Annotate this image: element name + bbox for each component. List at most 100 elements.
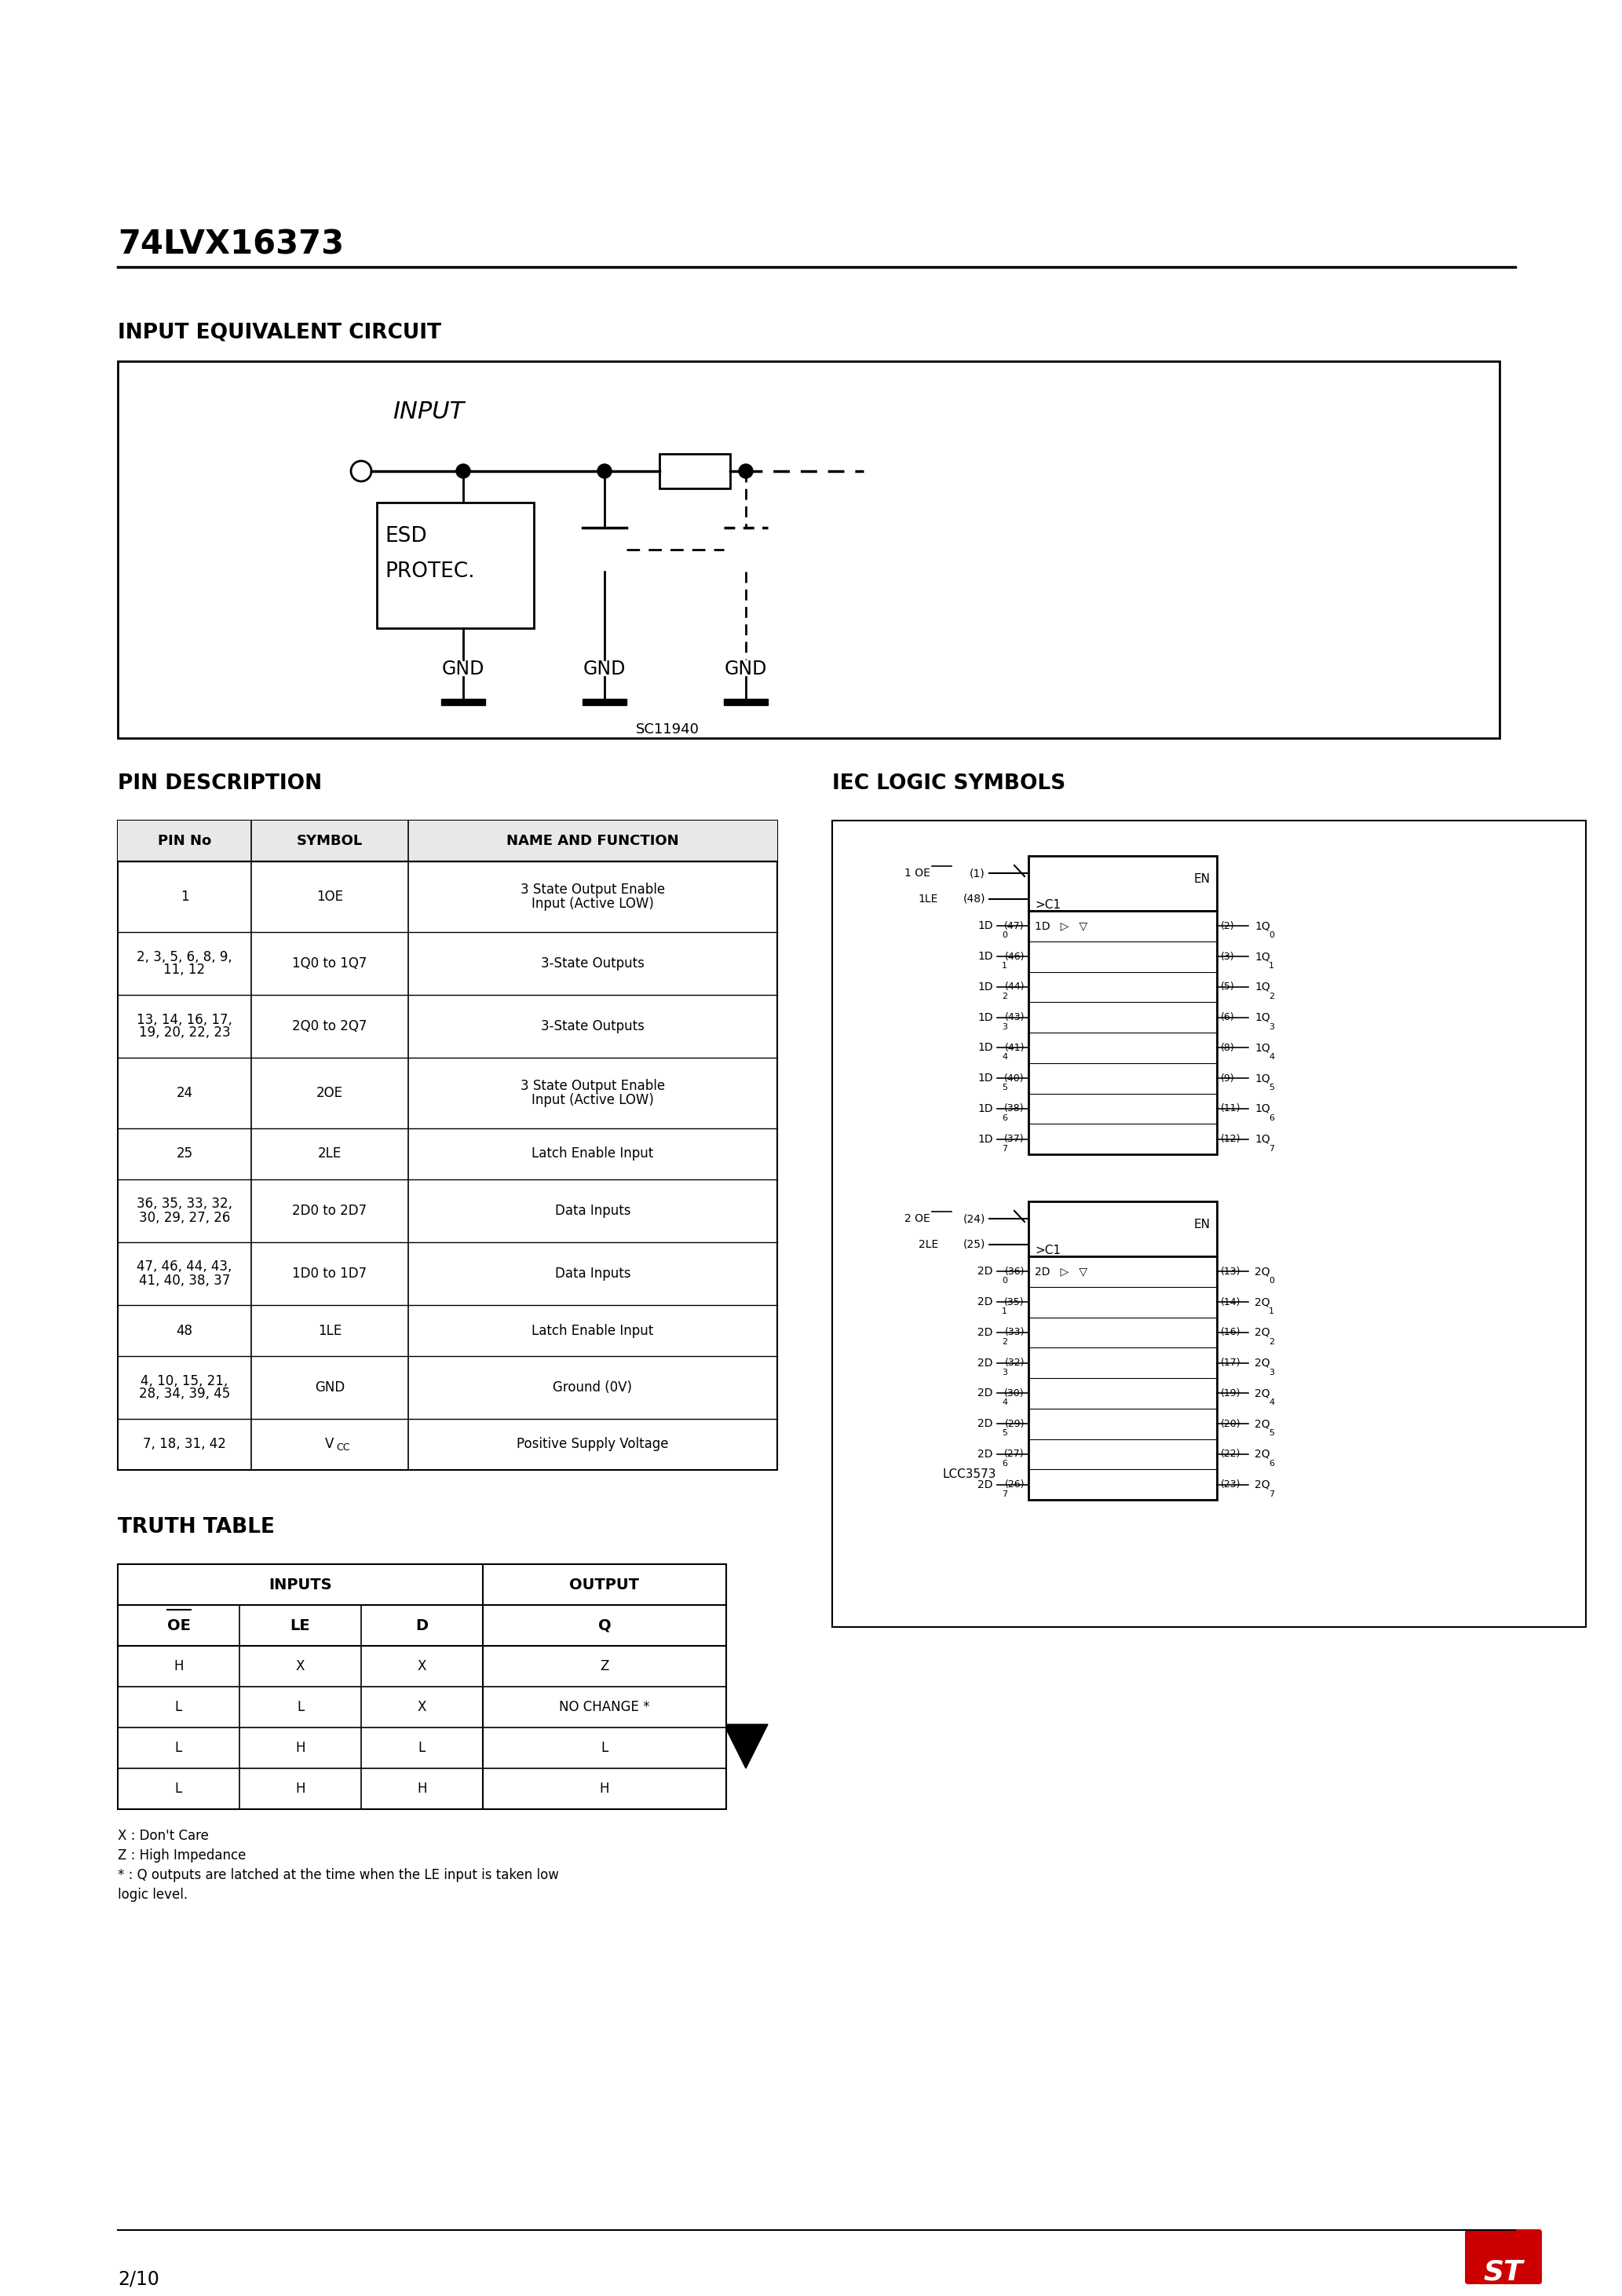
Text: (44): (44) bbox=[1004, 983, 1025, 992]
Text: H: H bbox=[295, 1740, 305, 1754]
Text: 1 OE: 1 OE bbox=[905, 868, 931, 879]
Text: NO CHANGE *: NO CHANGE * bbox=[560, 1699, 650, 1715]
Text: EN: EN bbox=[1194, 872, 1210, 884]
Text: 1LE: 1LE bbox=[918, 893, 938, 905]
Text: 19, 20, 22, 23: 19, 20, 22, 23 bbox=[139, 1026, 230, 1040]
Text: 1: 1 bbox=[1002, 962, 1007, 969]
Text: (38): (38) bbox=[1004, 1104, 1025, 1114]
Text: 3: 3 bbox=[1002, 1022, 1007, 1031]
Text: 6: 6 bbox=[1268, 1114, 1275, 1123]
Text: SYMBOL: SYMBOL bbox=[297, 833, 363, 847]
Text: 2D: 2D bbox=[978, 1387, 993, 1398]
Text: 7, 18, 31, 42: 7, 18, 31, 42 bbox=[143, 1437, 225, 1451]
Text: 4: 4 bbox=[1002, 1054, 1007, 1061]
Text: V: V bbox=[326, 1437, 334, 1451]
Text: * : Q outputs are latched at the time when the LE input is taken low: * : Q outputs are latched at the time wh… bbox=[118, 1869, 560, 1883]
Text: 1Q0 to 1Q7: 1Q0 to 1Q7 bbox=[292, 957, 367, 971]
Text: 1: 1 bbox=[1268, 1306, 1275, 1316]
Text: H: H bbox=[295, 1782, 305, 1795]
Text: (2): (2) bbox=[1221, 921, 1234, 932]
Text: 28, 34, 39, 45: 28, 34, 39, 45 bbox=[139, 1387, 230, 1401]
Text: Ground (0V): Ground (0V) bbox=[553, 1380, 633, 1394]
Text: 74LVX16373: 74LVX16373 bbox=[118, 227, 344, 262]
Text: 2: 2 bbox=[1268, 1339, 1275, 1345]
Text: 2D: 2D bbox=[978, 1357, 993, 1368]
Text: LCC3573: LCC3573 bbox=[942, 1469, 996, 1481]
Text: (27): (27) bbox=[1004, 1449, 1025, 1460]
Text: INPUTS: INPUTS bbox=[269, 1577, 333, 1591]
Text: 48: 48 bbox=[177, 1322, 193, 1339]
FancyBboxPatch shape bbox=[1465, 2229, 1543, 2285]
Polygon shape bbox=[723, 1724, 767, 1768]
Text: 3: 3 bbox=[1268, 1022, 1275, 1031]
Text: X : Don't Care: X : Don't Care bbox=[118, 1830, 209, 1844]
Text: 4: 4 bbox=[1002, 1398, 1007, 1407]
Text: (32): (32) bbox=[1004, 1357, 1025, 1368]
Text: 2Q: 2Q bbox=[1254, 1419, 1270, 1428]
Text: 2D: 2D bbox=[978, 1419, 993, 1428]
Text: (16): (16) bbox=[1221, 1327, 1241, 1339]
Text: EN: EN bbox=[1194, 1219, 1210, 1231]
Bar bbox=[376, 503, 534, 629]
Text: 1Q: 1Q bbox=[1254, 1013, 1270, 1022]
Text: (1): (1) bbox=[970, 868, 985, 879]
Bar bbox=[1028, 912, 1216, 1155]
Text: 2Q: 2Q bbox=[1254, 1297, 1270, 1306]
Text: 2Q0 to 2Q7: 2Q0 to 2Q7 bbox=[292, 1019, 367, 1033]
Text: (35): (35) bbox=[1004, 1297, 1025, 1306]
Text: L: L bbox=[175, 1699, 182, 1715]
Text: 1D: 1D bbox=[978, 1134, 993, 1146]
Text: Input (Active LOW): Input (Active LOW) bbox=[532, 895, 654, 912]
Text: 1: 1 bbox=[1002, 1306, 1007, 1316]
Text: 6: 6 bbox=[1002, 1460, 1007, 1467]
Text: Q: Q bbox=[599, 1619, 611, 1632]
Text: PIN DESCRIPTION: PIN DESCRIPTION bbox=[118, 774, 323, 794]
Text: SC11940: SC11940 bbox=[636, 723, 699, 737]
Bar bbox=[118, 360, 1499, 737]
Text: H: H bbox=[600, 1782, 610, 1795]
Text: 2, 3, 5, 6, 8, 9,: 2, 3, 5, 6, 8, 9, bbox=[136, 951, 232, 964]
Text: 1D: 1D bbox=[978, 1013, 993, 1022]
Text: X: X bbox=[417, 1699, 427, 1715]
Bar bbox=[582, 698, 626, 705]
Text: 7: 7 bbox=[1268, 1490, 1275, 1497]
Text: 1D: 1D bbox=[978, 921, 993, 932]
Bar bbox=[118, 820, 777, 1469]
Bar bbox=[118, 820, 777, 861]
Text: 3 State Output Enable: 3 State Output Enable bbox=[521, 1079, 665, 1093]
Text: (29): (29) bbox=[1004, 1419, 1025, 1428]
Text: L: L bbox=[175, 1782, 182, 1795]
Text: (37): (37) bbox=[1004, 1134, 1025, 1143]
Text: 2D: 2D bbox=[978, 1479, 993, 1490]
Text: CC: CC bbox=[336, 1442, 350, 1453]
Text: Latch Enable Input: Latch Enable Input bbox=[532, 1146, 654, 1162]
Text: 11, 12: 11, 12 bbox=[164, 962, 206, 978]
Text: 2D: 2D bbox=[978, 1327, 993, 1339]
Text: TRUTH TABLE: TRUTH TABLE bbox=[118, 1518, 274, 1538]
Text: 4: 4 bbox=[1268, 1054, 1275, 1061]
Text: 0: 0 bbox=[1002, 932, 1007, 939]
Text: X: X bbox=[295, 1660, 305, 1674]
Text: 1Q: 1Q bbox=[1254, 1042, 1270, 1054]
Text: 41, 40, 38, 37: 41, 40, 38, 37 bbox=[139, 1274, 230, 1288]
Text: (3): (3) bbox=[1221, 951, 1234, 962]
Text: PROTEC.: PROTEC. bbox=[384, 563, 475, 581]
Text: 25: 25 bbox=[177, 1146, 193, 1162]
Text: (43): (43) bbox=[1004, 1013, 1025, 1022]
Text: 7: 7 bbox=[1268, 1146, 1275, 1153]
Text: Input (Active LOW): Input (Active LOW) bbox=[532, 1093, 654, 1107]
Text: (30): (30) bbox=[1004, 1389, 1025, 1398]
Text: (26): (26) bbox=[1004, 1479, 1025, 1490]
Text: L: L bbox=[600, 1740, 608, 1754]
Text: GND: GND bbox=[441, 659, 485, 677]
Text: OE: OE bbox=[167, 1619, 190, 1632]
Text: NAME AND FUNCTION: NAME AND FUNCTION bbox=[506, 833, 680, 847]
Text: 7: 7 bbox=[1002, 1146, 1007, 1153]
Text: LE: LE bbox=[290, 1619, 310, 1632]
Text: 2 OE: 2 OE bbox=[905, 1212, 931, 1224]
Text: 1D: 1D bbox=[978, 1042, 993, 1054]
Circle shape bbox=[738, 464, 753, 478]
Text: 2Q: 2Q bbox=[1254, 1327, 1270, 1339]
Text: OUTPUT: OUTPUT bbox=[569, 1577, 639, 1591]
Text: (17): (17) bbox=[1221, 1357, 1241, 1368]
